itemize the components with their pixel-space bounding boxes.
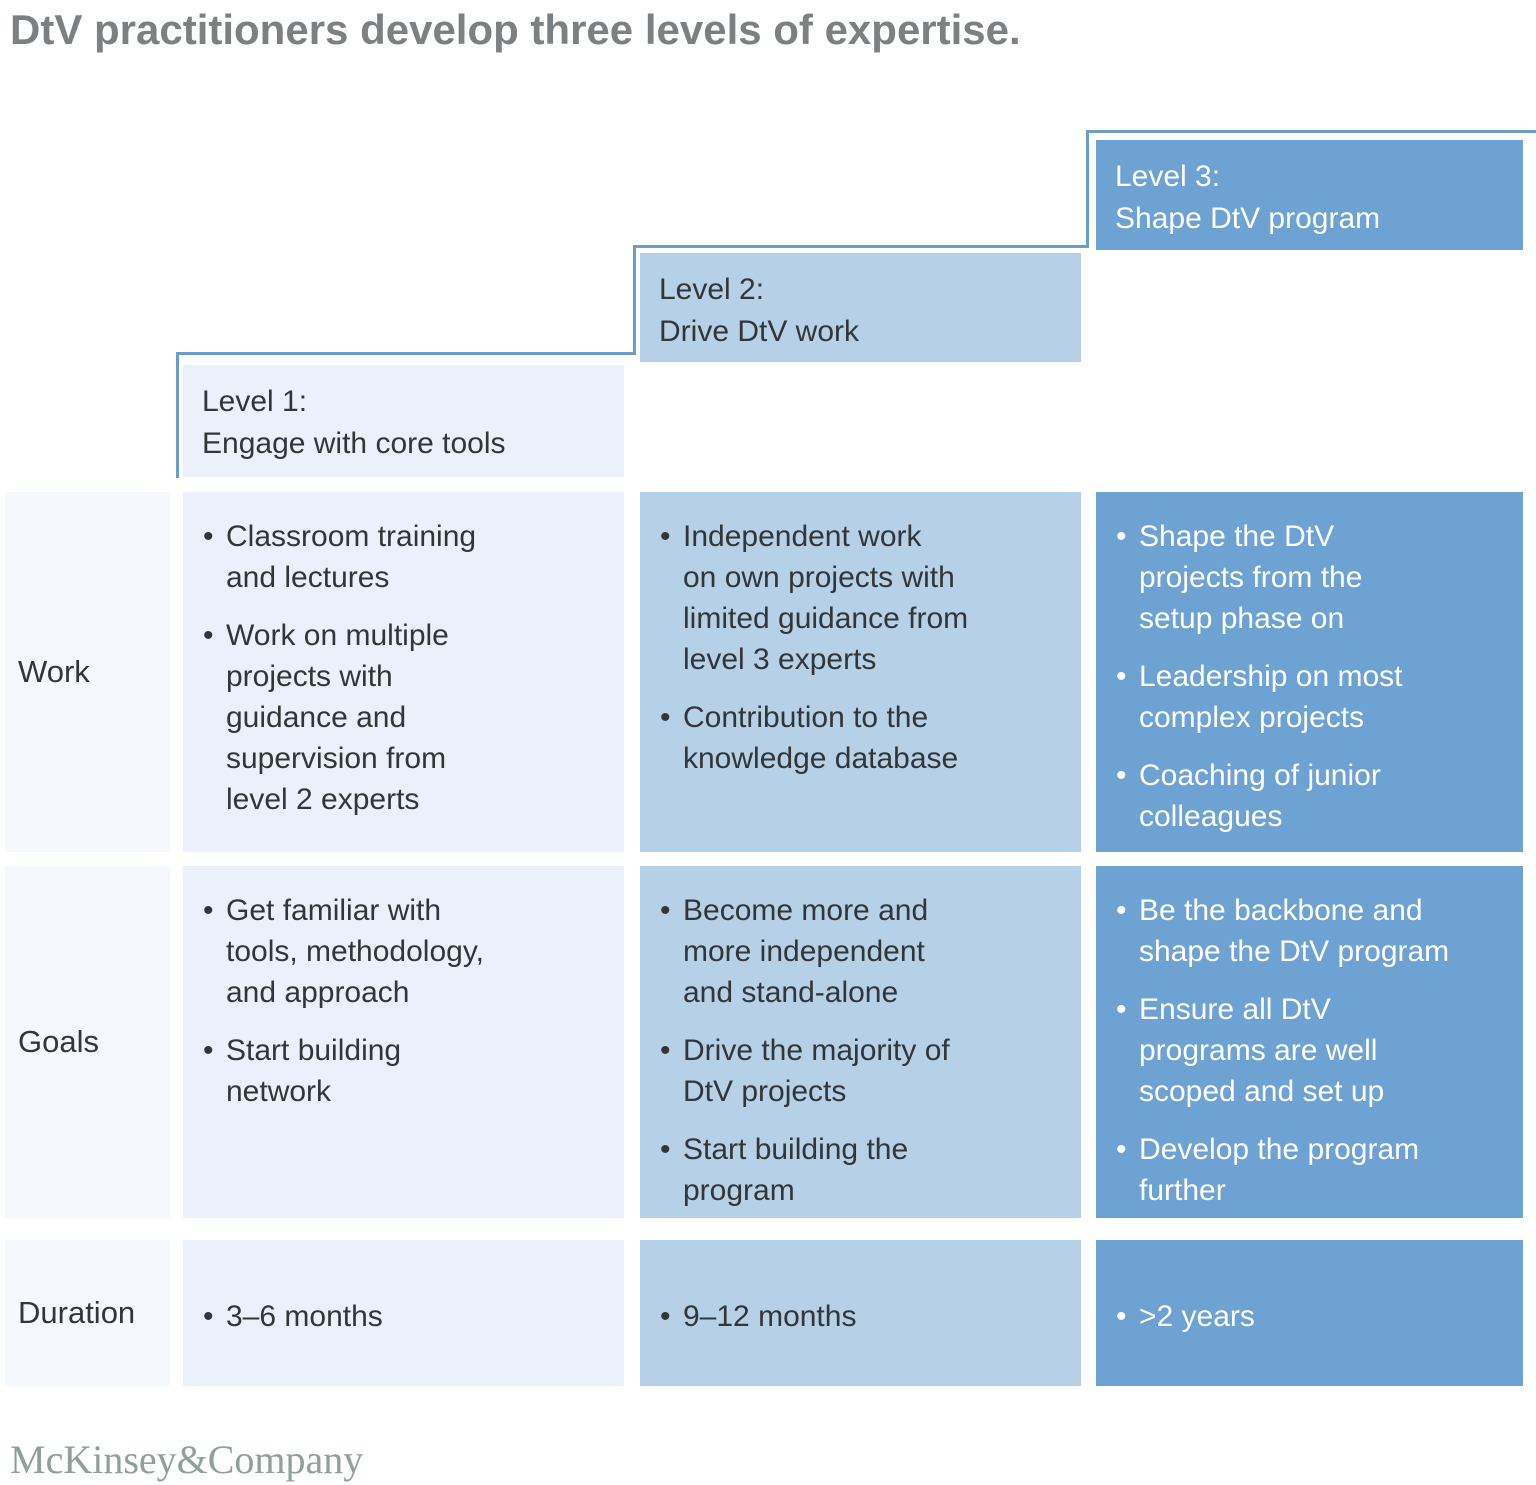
bullet-icon: • bbox=[660, 1034, 671, 1067]
bullet-icon: • bbox=[203, 1299, 214, 1333]
level-1-header-subtitle: Engage with core tools bbox=[202, 427, 506, 460]
bullet-icon: • bbox=[1116, 993, 1127, 1026]
staircase-step-line bbox=[176, 352, 179, 478]
bullet-icon: • bbox=[660, 1133, 671, 1166]
level-3-goals-cell: • Be the backbone and shape the DtV progr… bbox=[1096, 866, 1523, 1218]
level-3-header-subtitle: Shape DtV program bbox=[1115, 202, 1381, 235]
list-item: • Leadership on most complex projects bbox=[1116, 656, 1497, 738]
bullet-text: 9–12 months bbox=[683, 1299, 857, 1333]
row-label-duration-text: Duration bbox=[18, 1295, 136, 1330]
bullet-text: Leadership on most complex projects bbox=[1139, 660, 1403, 734]
level-3-duration-cell: • >2 years bbox=[1096, 1240, 1523, 1386]
bullet-icon: • bbox=[1116, 520, 1127, 553]
level-2-duration-list: • 9–12 months bbox=[660, 1264, 1055, 1368]
bullet-text: Independent work on own projects with li… bbox=[683, 520, 969, 676]
bullet-icon: • bbox=[1116, 660, 1127, 693]
list-item: • Shape the DtV projects from the setup p… bbox=[1116, 516, 1497, 639]
bullet-icon: • bbox=[203, 894, 214, 927]
bullet-text: Get familiar with tools, methodology, an… bbox=[226, 894, 484, 1009]
bullet-text: Shape the DtV projects from the setup ph… bbox=[1139, 520, 1363, 635]
bullet-icon: • bbox=[1116, 1133, 1127, 1166]
bullet-icon: • bbox=[660, 1299, 671, 1333]
row-label-goals: Goals bbox=[5, 866, 170, 1218]
level-3-work-cell: • Shape the DtV projects from the setup p… bbox=[1096, 492, 1523, 852]
row-label-goals-text: Goals bbox=[18, 1024, 99, 1059]
bullet-icon: • bbox=[203, 1034, 214, 1067]
bullet-icon: • bbox=[660, 894, 671, 927]
level-1-goals-cell: • Get familiar with tools, methodology, a… bbox=[183, 866, 624, 1218]
bullet-icon: • bbox=[203, 619, 214, 652]
list-item: • Drive the majority of DtV projects bbox=[660, 1030, 1055, 1112]
bullet-text: Classroom training and lectures bbox=[226, 520, 477, 594]
level-2-duration-cell: • 9–12 months bbox=[640, 1240, 1081, 1386]
list-item: • Get familiar with tools, methodology, a… bbox=[203, 890, 598, 1013]
bullet-icon: • bbox=[1116, 894, 1127, 927]
level-2-header-subtitle: Drive DtV work bbox=[659, 315, 860, 348]
staircase-step-line bbox=[1086, 130, 1536, 133]
list-item: • Be the backbone and shape the DtV progr… bbox=[1116, 890, 1497, 972]
staircase-step-line bbox=[633, 245, 636, 355]
list-item: • 9–12 months bbox=[660, 1296, 856, 1337]
bullet-text: Start building the program bbox=[683, 1133, 909, 1207]
bullet-icon: • bbox=[1116, 1299, 1127, 1333]
list-item: • Develop the program further bbox=[1116, 1129, 1497, 1211]
staircase-step-line bbox=[1086, 130, 1089, 248]
list-item: • 3–6 months bbox=[203, 1296, 383, 1337]
bullet-text: Become more and more independent and sta… bbox=[683, 894, 929, 1009]
bullet-text: Drive the majority of DtV projects bbox=[683, 1034, 950, 1108]
brand-logo: McKinsey&Company bbox=[10, 1437, 364, 1482]
level-1-duration-cell: • 3–6 months bbox=[183, 1240, 624, 1386]
list-item: • Start building network bbox=[203, 1030, 598, 1112]
bullet-text: Start building network bbox=[226, 1034, 402, 1108]
list-item: • Coaching of junior colleagues bbox=[1116, 755, 1497, 837]
page-title: DtV practitioners develop three levels o… bbox=[10, 6, 1021, 53]
level-1-goals-list: • Get familiar with tools, methodology, a… bbox=[203, 890, 598, 1112]
level-1-work-list: • Classroom training and lectures • Work o… bbox=[203, 516, 598, 820]
level-2-goals-cell: • Become more and more independent and st… bbox=[640, 866, 1081, 1218]
level-3-work-list: • Shape the DtV projects from the setup p… bbox=[1116, 516, 1497, 837]
list-item: • Become more and more independent and st… bbox=[660, 890, 1055, 1013]
level-2-work-cell: • Independent work on own projects with l… bbox=[640, 492, 1081, 852]
bullet-text: Contribution to the knowledge database bbox=[683, 701, 959, 775]
row-label-duration: Duration bbox=[5, 1240, 170, 1386]
bullet-text: Be the backbone and shape the DtV progra… bbox=[1139, 894, 1450, 968]
level-3-header: Level 3: Shape DtV program bbox=[1096, 140, 1523, 250]
level-3-goals-list: • Be the backbone and shape the DtV progr… bbox=[1116, 890, 1497, 1211]
level-1-work-cell: • Classroom training and lectures • Work o… bbox=[183, 492, 624, 852]
list-item: • Independent work on own projects with l… bbox=[660, 516, 1055, 680]
level-2-header: Level 2: Drive DtV work bbox=[640, 253, 1081, 362]
level-1-header-title: Level 1: bbox=[202, 385, 308, 418]
list-item: • Work on multiple projects with guidance… bbox=[203, 615, 598, 820]
level-2-header-title: Level 2: bbox=[659, 273, 765, 306]
staircase-step-line bbox=[633, 245, 1089, 248]
bullet-icon: • bbox=[660, 520, 671, 553]
bullet-text: Develop the program further bbox=[1139, 1133, 1420, 1207]
level-1-header: Level 1: Engage with core tools bbox=[183, 365, 624, 477]
bullet-text: Ensure all DtV programs are well scoped … bbox=[1139, 993, 1385, 1108]
bullet-icon: • bbox=[1116, 759, 1127, 792]
list-item: • Ensure all DtV programs are well scoped… bbox=[1116, 989, 1497, 1112]
bullet-text: 3–6 months bbox=[226, 1299, 383, 1333]
bullet-text: >2 years bbox=[1139, 1299, 1255, 1333]
level-2-goals-list: • Become more and more independent and st… bbox=[660, 890, 1055, 1211]
bullet-icon: • bbox=[203, 520, 214, 553]
bullet-text: Work on multiple projects with guidance … bbox=[226, 619, 449, 816]
level-3-duration-list: • >2 years bbox=[1116, 1264, 1497, 1368]
list-item: • Contribution to the knowledge database bbox=[660, 697, 1055, 779]
level-2-work-list: • Independent work on own projects with l… bbox=[660, 516, 1055, 779]
level-3-header-title: Level 3: bbox=[1115, 160, 1221, 193]
list-item: • >2 years bbox=[1116, 1296, 1255, 1337]
bullet-icon: • bbox=[660, 701, 671, 734]
row-label-work-text: Work bbox=[18, 654, 90, 689]
bullet-text: Coaching of junior colleagues bbox=[1139, 759, 1381, 833]
row-label-work: Work bbox=[5, 492, 170, 852]
list-item: • Start building the program bbox=[660, 1129, 1055, 1211]
level-1-duration-list: • 3–6 months bbox=[203, 1264, 598, 1368]
list-item: • Classroom training and lectures bbox=[203, 516, 598, 598]
staircase-step-line bbox=[176, 352, 636, 355]
